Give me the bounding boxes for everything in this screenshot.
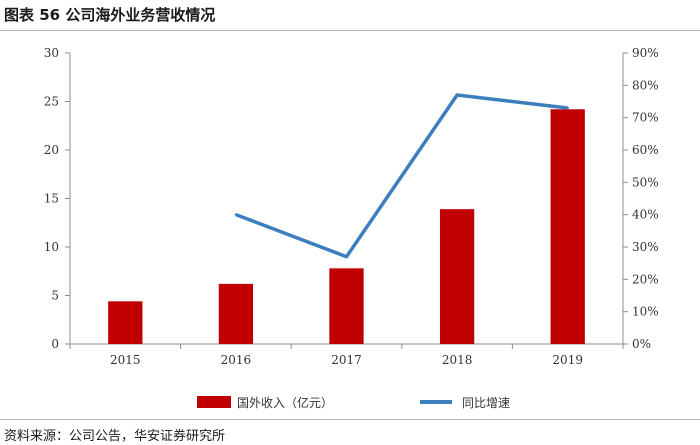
left-axis-tick-label: 15: [44, 192, 59, 206]
x-axis-labels: 2015 2016 2017 2018 2019: [110, 353, 583, 367]
left-axis-tick-label: 25: [44, 95, 59, 109]
bar: [108, 301, 143, 344]
left-axis-tick-label: 5: [51, 289, 59, 303]
growth-point: [234, 213, 238, 216]
legend-swatch-bar: [197, 396, 231, 408]
right-axis-tick-label: 20%: [632, 272, 659, 286]
right-axis-labels: 0% 10% 20% 30% 40% 50% 60% 70% 80% 90%: [632, 46, 659, 351]
right-axis-tick-label: 90%: [632, 46, 659, 60]
bar: [550, 109, 585, 344]
growth-point: [566, 106, 569, 110]
combo-chart: 2015 2016 2017 2018 2019 0 5 10 15 20 25 30 0% 10% 2…: [44, 46, 659, 410]
bar: [218, 283, 254, 344]
legend: 国外收入（亿元） 同比增速: [197, 395, 510, 410]
bar: [329, 268, 364, 344]
x-axis-tick-label: 2015: [110, 353, 141, 367]
left-axis-tick-label: 10: [44, 240, 59, 254]
x-axis-tick-label: 2016: [221, 353, 252, 367]
legend-label-bar: 国外收入（亿元）: [237, 395, 333, 410]
right-axis-tick-label: 10%: [632, 305, 659, 319]
figure-title: 图表 56 公司海外业务营收情况: [4, 6, 216, 24]
title-rule: [0, 30, 700, 31]
growth-line: [235, 93, 568, 259]
left-axis-tick-label: 30: [44, 46, 59, 60]
source-rule: [0, 419, 700, 420]
x-axis-tick-label: 2019: [552, 353, 583, 367]
growth-point: [345, 255, 348, 258]
left-axis-labels: 0 5 10 15 20 25 30: [44, 46, 59, 351]
right-axis-tick-label: 50%: [632, 175, 659, 189]
right-axis-tick-label: 70%: [632, 111, 659, 125]
left-axis-tick-label: 20: [44, 143, 59, 157]
right-axis-tick-label: 60%: [632, 143, 659, 157]
right-axis-tick-label: 80%: [632, 78, 659, 92]
source-note: 资料来源：公司公告，华安证券研究所: [4, 429, 226, 444]
x-axis-tick-label: 2018: [442, 353, 473, 367]
line-series: [234, 93, 569, 259]
right-axis-tick-label: 40%: [632, 208, 659, 222]
legend-label-line: 同比增速: [462, 396, 510, 410]
left-axis-tick-label: 0: [51, 337, 59, 351]
bar-series: [108, 109, 585, 344]
x-axis-tick-label: 2017: [331, 353, 362, 367]
right-axis-tick-label: 0%: [632, 337, 651, 351]
bar: [439, 209, 475, 344]
growth-point: [455, 93, 459, 97]
right-axis-tick-label: 30%: [632, 240, 659, 254]
